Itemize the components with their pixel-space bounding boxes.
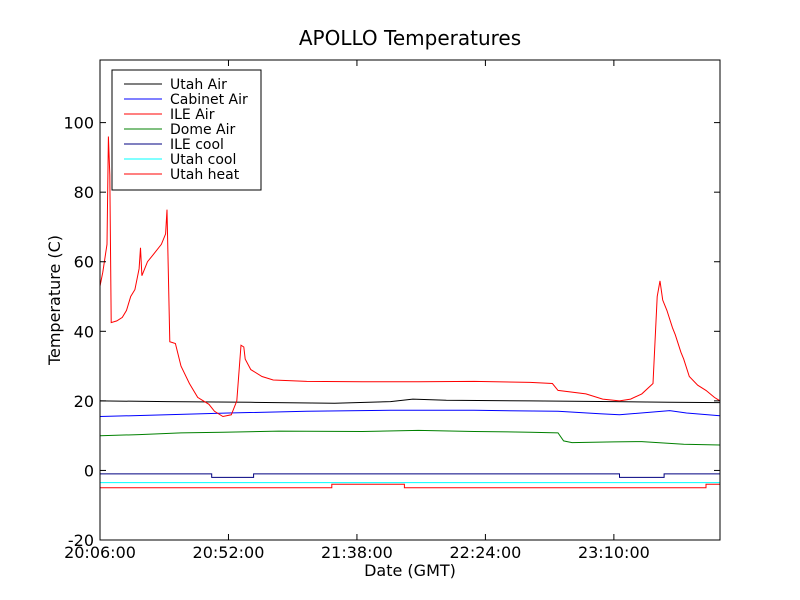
ticks-layer: 20:06:00 20:52:00 21:38:00 22:24:00 23:10:00… — [63, 60, 720, 562]
legend-box — [111, 69, 262, 191]
x-tick-label: 23:10:00 — [578, 543, 650, 562]
x-tick-label: 21:38:00 — [321, 543, 393, 562]
legend-label-dome-air: Dome Air — [170, 122, 236, 138]
y-tick-label: 20 — [74, 392, 94, 411]
y-tick-label: 40 — [74, 322, 94, 341]
plot-frame — [99, 59, 721, 541]
series-line-ile-air — [100, 136, 720, 418]
series-line-dome-air — [100, 429, 720, 446]
x-tick-label: 20:06:00 — [64, 543, 136, 562]
x-axis-label: Date (GMT) — [364, 561, 456, 580]
y-tick-label: 80 — [74, 183, 94, 202]
series-line-ile-cool — [100, 473, 720, 478]
series-line-utah-air — [100, 398, 720, 404]
legend-label-utah-air: Utah Air — [170, 77, 227, 93]
y-tick-label: -20 — [68, 531, 94, 550]
legend-label-cabinet-air: Cabinet Air — [170, 92, 248, 108]
y-tick-label: 60 — [74, 253, 94, 272]
series-layer — [100, 136, 720, 489]
x-tick-label: 20:52:00 — [193, 543, 265, 562]
legend-label-ile-air: ILE Air — [170, 107, 215, 123]
chart-title: APOLLO Temperatures — [299, 26, 521, 50]
legend-label-utah-heat: Utah heat — [170, 167, 240, 183]
x-tick-label: 22:24:00 — [449, 543, 521, 562]
series-line-utah-heat — [100, 483, 720, 489]
y-tick-label: 100 — [63, 114, 94, 133]
legend-label-ile-cool: ILE cool — [170, 137, 224, 153]
y-tick-label: 0 — [84, 461, 94, 480]
legend-label-utah-cool: Utah cool — [170, 152, 236, 168]
y-axis-label: Temperature (C) — [45, 235, 64, 366]
